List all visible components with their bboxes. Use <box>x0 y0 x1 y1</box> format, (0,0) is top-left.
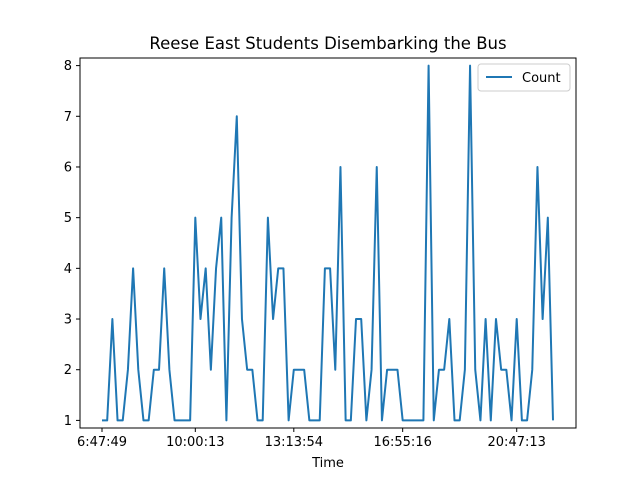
y-tick-label: 1 <box>64 414 72 429</box>
y-tick-label: 5 <box>64 211 72 226</box>
y-tick-label: 2 <box>64 363 72 378</box>
y-axis: 1 2 3 4 5 6 7 8 <box>64 59 80 429</box>
series-line-count <box>102 64 554 422</box>
plot-area <box>102 64 554 422</box>
plot-frame <box>79 57 577 429</box>
x-tick-label: 20:47:13 <box>488 435 546 450</box>
y-tick-label: 6 <box>64 160 72 175</box>
legend-label-count: Count <box>522 71 561 86</box>
x-tick-label: 10:00:13 <box>166 435 224 450</box>
x-axis: 6:47:49 10:00:13 13:13:54 16:55:16 20:47:13 <box>77 428 546 450</box>
x-tick-label: 16:55:16 <box>373 435 431 450</box>
x-axis-label: Time <box>311 456 344 471</box>
x-tick-label: 6:47:49 <box>77 435 127 450</box>
y-tick-label: 3 <box>64 313 72 328</box>
y-tick-label: 7 <box>64 110 72 125</box>
x-tick-label: 13:13:54 <box>265 435 323 450</box>
chart-title: Reese East Students Disembarking the Bus <box>149 34 506 53</box>
legend: Count <box>477 63 571 92</box>
legend-box <box>477 63 571 92</box>
y-tick-label: 8 <box>64 59 72 74</box>
y-tick-label: 4 <box>64 262 72 277</box>
